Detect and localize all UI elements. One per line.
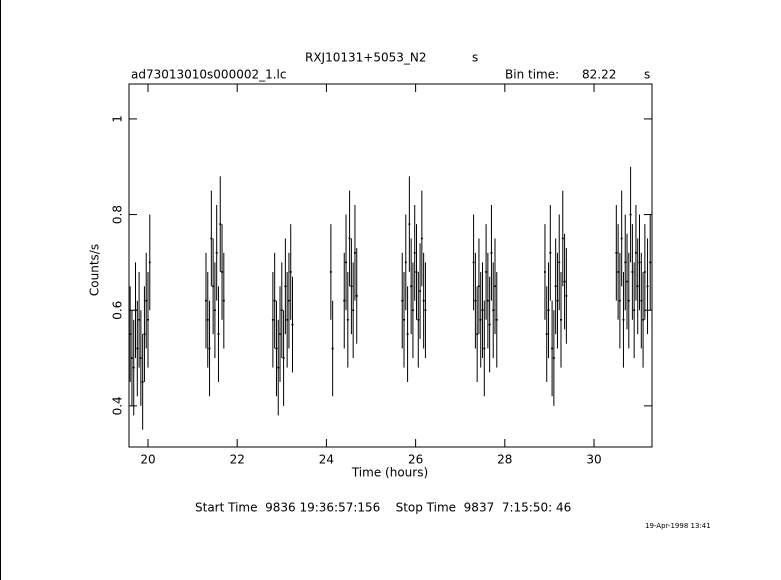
y-tick-label: 0.8 (111, 205, 125, 224)
y-tick-label: 0.4 (111, 396, 125, 415)
file-name: ad73013010s000002_1.lc (131, 68, 287, 82)
x-tick-label: 22 (230, 453, 245, 467)
chart-title: RXJ10131+5053_N2 (305, 51, 426, 65)
bin-time: 82.22 (582, 68, 616, 82)
bin-time-unit: s (644, 68, 650, 82)
date: 19-Apr-1998 13:41 (645, 522, 711, 530)
x-tick-label: 28 (497, 453, 512, 467)
footer: Start Time 9836 19:36:57:156 Stop Time 9… (195, 501, 571, 515)
y-tick-label: 0.6 (111, 301, 125, 320)
x-tick-label: 20 (140, 453, 155, 467)
y-tick-label: 1 (111, 115, 125, 123)
bin-time-label: Bin time: (505, 68, 559, 82)
x-axis-label: Time (hours) (351, 466, 428, 480)
x-tick-label: 24 (319, 453, 334, 467)
x-tick-label: 26 (408, 453, 423, 467)
x-tick-label: 30 (586, 453, 601, 467)
title-unit: s (472, 51, 478, 65)
y-axis-label: Counts/s (88, 244, 102, 296)
plot-frame (128, 83, 653, 448)
